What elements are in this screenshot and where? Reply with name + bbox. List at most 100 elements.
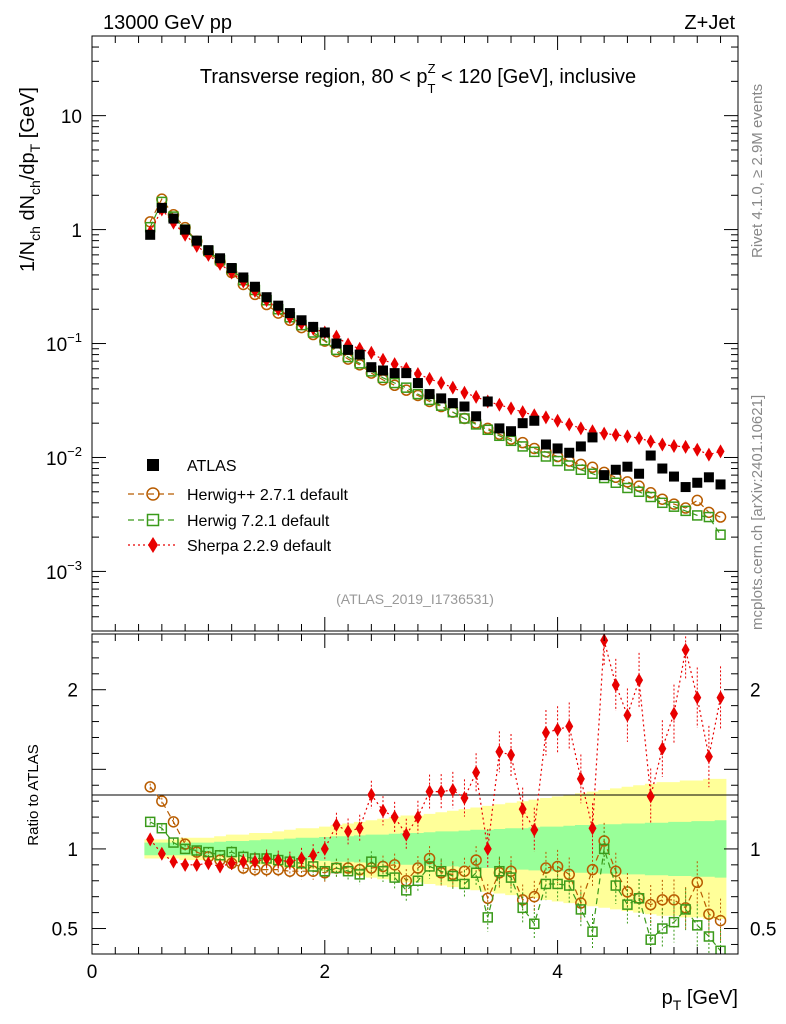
data-point — [204, 856, 213, 871]
data-point — [540, 451, 552, 462]
data-point — [714, 914, 727, 927]
data-point — [168, 213, 179, 224]
data-point — [144, 781, 156, 793]
data-point — [482, 424, 493, 436]
ratio-line — [149, 786, 721, 922]
data-point — [716, 444, 725, 459]
data-point — [448, 783, 457, 798]
data-point — [517, 441, 528, 452]
data-point — [563, 460, 575, 471]
data-point — [716, 690, 725, 705]
data-point — [540, 439, 551, 450]
main-panel: 10 1 10−1 10−2 10−3 Transverse region, 8… — [17, 35, 739, 632]
data-point — [470, 867, 482, 879]
data-point — [681, 642, 690, 657]
data-point — [412, 378, 423, 389]
main-series — [144, 193, 727, 540]
data-point — [575, 458, 587, 471]
data-point — [669, 439, 678, 454]
data-point — [216, 859, 225, 874]
data-point — [366, 856, 377, 867]
ratio-ytick-label-right: 2 — [750, 681, 761, 702]
data-point — [703, 472, 714, 483]
legend-label: Herwig++ 2.7.1 default — [187, 487, 349, 504]
data-point — [144, 816, 156, 828]
data-point — [703, 511, 715, 523]
data-point — [633, 893, 645, 904]
data-point — [563, 880, 575, 891]
data-point — [156, 822, 168, 834]
main-ylabel: 1/Nch dNch/dpT [GeV] — [17, 87, 43, 272]
data-point — [494, 865, 505, 877]
data-point — [355, 821, 364, 836]
data-point — [331, 338, 342, 349]
data-point — [656, 894, 669, 906]
data-point — [342, 865, 354, 877]
data-point — [437, 784, 446, 799]
data-point — [354, 869, 365, 880]
ytick-label-1: 1 — [71, 221, 82, 242]
data-point — [657, 463, 668, 474]
rivet-label: Rivet 4.1.0, ≥ 2.9M events — [749, 84, 766, 258]
data-point — [599, 470, 610, 481]
data-point — [425, 371, 434, 386]
data-point — [668, 916, 680, 928]
data-point — [238, 272, 249, 283]
data-point — [226, 263, 237, 274]
data-point — [472, 765, 481, 780]
data-point — [529, 415, 540, 426]
data-point — [622, 482, 633, 494]
main-ytick-labels: 10 1 10−1 10−2 10−3 — [46, 107, 82, 584]
data-point — [658, 741, 667, 756]
data-point — [435, 865, 447, 877]
data-point — [145, 229, 156, 240]
data-point — [714, 511, 727, 523]
data-point — [645, 934, 656, 945]
data-point — [402, 827, 411, 842]
data-point — [658, 437, 667, 452]
data-point — [192, 857, 201, 872]
data-point — [565, 417, 574, 432]
ratio-ytick-label-right: 0.5 — [750, 920, 776, 941]
data-point — [401, 368, 412, 379]
ytick-label-1e-3: 10−3 — [46, 558, 82, 584]
data-point — [459, 401, 470, 412]
data-point — [367, 345, 376, 360]
data-point — [680, 482, 691, 493]
data-point — [586, 461, 599, 474]
legend: ATLAS Herwig++ 2.7.1 default Herwig 7.2.1 … — [128, 458, 349, 555]
data-point — [611, 427, 620, 442]
data-point — [553, 722, 562, 737]
data-point — [250, 854, 259, 869]
band-inner — [144, 820, 727, 878]
data-point — [319, 327, 330, 338]
series-line — [149, 208, 721, 456]
data-point — [285, 854, 294, 869]
data-point — [623, 708, 632, 723]
data-point — [320, 841, 329, 856]
ratio-frame — [91, 633, 739, 955]
legend-label: Herwig 7.2.1 default — [187, 513, 330, 530]
data-point — [239, 854, 248, 869]
data-point — [715, 529, 726, 540]
mcplots-label: mcplots.cern.ch [arXiv:2401.10621] — [749, 395, 766, 630]
data-point — [309, 848, 318, 863]
data-point — [180, 224, 191, 235]
data-point — [587, 432, 598, 443]
data-point — [447, 870, 459, 882]
data-point — [656, 493, 669, 505]
data-point — [635, 673, 644, 688]
data-point — [156, 202, 167, 213]
data-point — [518, 802, 527, 817]
data-point — [377, 865, 389, 877]
ratio-ylabel: Ratio to ATLAS — [25, 744, 42, 845]
xtick-label: 0 — [87, 962, 98, 983]
data-point — [249, 281, 260, 292]
data-point — [575, 441, 586, 452]
data-point — [611, 677, 620, 692]
data-point — [681, 439, 690, 454]
data-point — [610, 880, 622, 891]
data-point — [704, 447, 713, 462]
data-point — [692, 920, 703, 931]
